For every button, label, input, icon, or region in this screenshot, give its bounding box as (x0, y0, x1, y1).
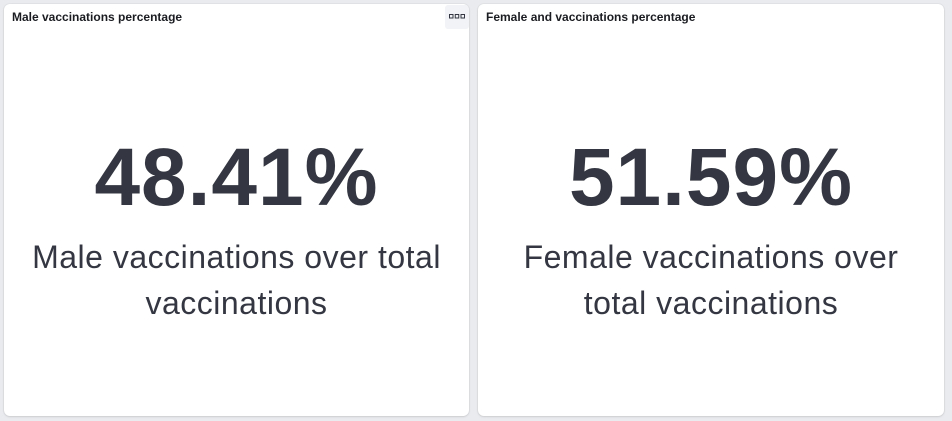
metric: 51.59% Female vaccinations over total va… (478, 132, 944, 326)
panel-title: Female and vaccinations percentage (486, 10, 696, 24)
metric: 48.41% Male vaccinations over total vacc… (4, 132, 469, 326)
ellipsis-boxes-icon (449, 14, 465, 20)
male-vaccinations-panel: Male vaccinations percentage 48.41% Male… (4, 4, 469, 416)
metric-value: 48.41% (94, 132, 379, 223)
panel-options-button[interactable] (445, 5, 469, 29)
metric-value: 51.59% (568, 132, 854, 223)
metric-label: Female vaccinations over total vaccinati… (523, 239, 899, 321)
female-vaccinations-panel: Female and vaccinations percentage 51.59… (478, 4, 944, 416)
panel-title: Male vaccinations percentage (12, 10, 183, 24)
metric-label: Male vaccinations over total vaccination… (32, 239, 441, 321)
